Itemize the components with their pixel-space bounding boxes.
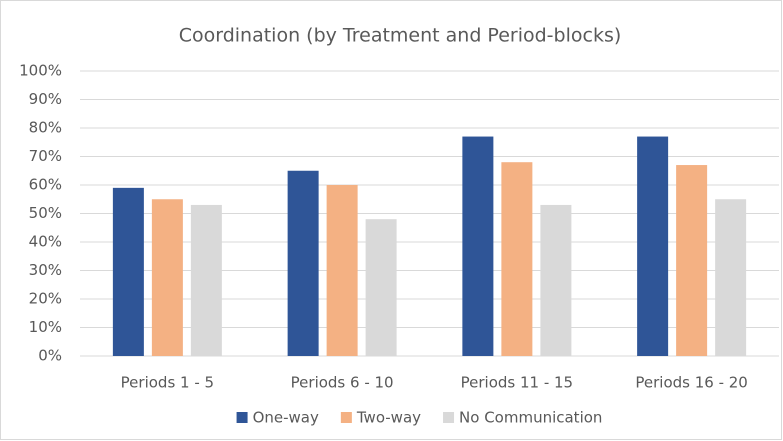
- bar: [676, 165, 708, 356]
- legend-swatch: [443, 412, 455, 423]
- x-tick-label: Periods 11 - 15: [461, 374, 573, 392]
- bar: [151, 199, 183, 356]
- bar: [540, 204, 572, 356]
- y-tick-label: 100%: [19, 62, 62, 80]
- bar: [112, 187, 144, 356]
- bar: [287, 170, 319, 356]
- x-tick-label: Periods 16 - 20: [635, 374, 747, 392]
- y-tick-label: 20%: [29, 290, 62, 308]
- y-tick-label: 60%: [29, 176, 62, 194]
- bar: [326, 185, 358, 356]
- legend-swatch: [236, 412, 248, 423]
- x-tick-label: Periods 6 - 10: [291, 374, 394, 392]
- y-tick-label: 30%: [29, 261, 62, 279]
- bar: [365, 219, 397, 356]
- legend: One-way Two-way No Communication: [236, 409, 602, 427]
- y-tick-label: 10%: [29, 318, 62, 336]
- y-tick-label: 70%: [29, 147, 62, 165]
- legend-swatch: [340, 412, 352, 423]
- bar: [462, 136, 494, 356]
- bar: [715, 199, 747, 356]
- x-tick-label: Periods 1 - 5: [121, 374, 214, 392]
- y-tick-label: 0%: [38, 347, 62, 365]
- bar: [501, 162, 533, 356]
- legend-label: Two-way: [356, 409, 421, 427]
- y-tick-label: 40%: [29, 233, 62, 251]
- bar: [190, 204, 222, 356]
- legend-label: No Communication: [459, 409, 602, 427]
- legend-label: One-way: [253, 409, 319, 427]
- bar: [637, 136, 669, 356]
- chart-title: Coordination (by Treatment and Period-bl…: [179, 25, 622, 47]
- y-tick-label: 50%: [29, 204, 62, 222]
- y-tick-label: 80%: [29, 119, 62, 137]
- y-tick-label: 90%: [29, 90, 62, 108]
